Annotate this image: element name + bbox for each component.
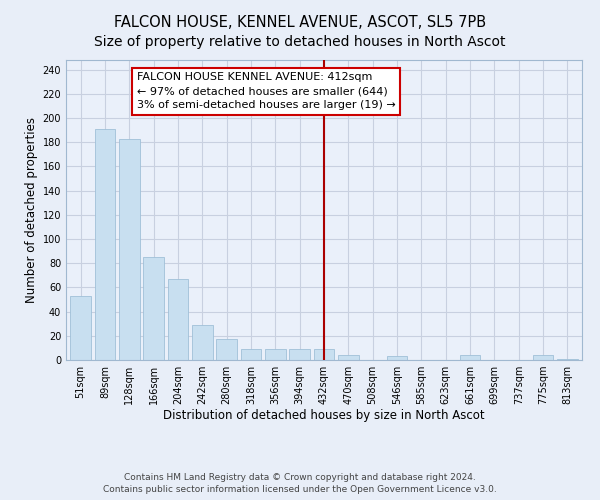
Y-axis label: Number of detached properties: Number of detached properties (25, 117, 38, 303)
Bar (460, 355, 481, 360)
Bar (386, 356, 407, 360)
Bar (216, 340, 237, 360)
Bar (265, 349, 286, 360)
Bar (314, 349, 334, 360)
Bar (533, 355, 553, 360)
Text: FALCON HOUSE KENNEL AVENUE: 412sqm
← 97% of detached houses are smaller (644)
3%: FALCON HOUSE KENNEL AVENUE: 412sqm ← 97%… (137, 72, 395, 110)
Bar (192, 325, 212, 360)
Bar (338, 355, 359, 360)
Text: Contains HM Land Registry data © Crown copyright and database right 2024.
Contai: Contains HM Land Registry data © Crown c… (103, 472, 497, 494)
Bar (143, 257, 164, 360)
Text: FALCON HOUSE, KENNEL AVENUE, ASCOT, SL5 7PB: FALCON HOUSE, KENNEL AVENUE, ASCOT, SL5 … (114, 15, 486, 30)
Bar (289, 349, 310, 360)
X-axis label: Distribution of detached houses by size in North Ascot: Distribution of detached houses by size … (163, 408, 485, 422)
Bar (119, 138, 140, 360)
Bar (241, 349, 262, 360)
Bar (95, 129, 115, 360)
Bar (70, 296, 91, 360)
Bar (557, 359, 578, 360)
Bar (167, 279, 188, 360)
Text: Size of property relative to detached houses in North Ascot: Size of property relative to detached ho… (94, 35, 506, 49)
